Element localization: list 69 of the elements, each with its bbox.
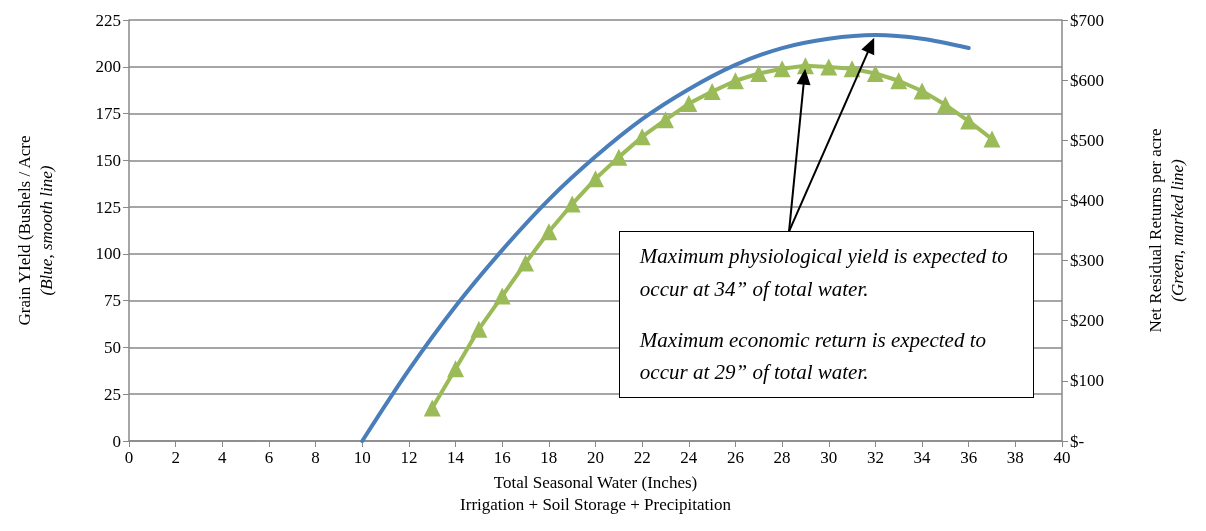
y-tick-label: 75 xyxy=(104,291,121,311)
x-axis-title: Total Seasonal Water (Inches) Irrigation + Soil Storage + Precipitation xyxy=(460,472,732,514)
point xyxy=(447,360,465,378)
x-tick-label: 20 xyxy=(587,448,604,467)
x-tick-label: 32 xyxy=(866,448,884,467)
x-tick-label: 26 xyxy=(726,448,744,467)
x-tick-label: 40 xyxy=(1053,448,1071,467)
point xyxy=(680,95,698,113)
x-tick-label: 22 xyxy=(633,448,651,467)
y2-tick-label: $500 xyxy=(1070,130,1104,150)
point xyxy=(703,83,721,101)
point xyxy=(843,60,861,78)
y-tick-label: 175 xyxy=(95,104,121,124)
x-tick-label: 10 xyxy=(353,448,371,467)
x-tick-label: 8 xyxy=(311,448,320,467)
y2-tick-label: $600 xyxy=(1070,70,1104,90)
point xyxy=(540,223,558,241)
point xyxy=(773,60,791,78)
point xyxy=(750,65,768,83)
point xyxy=(517,254,535,272)
y2-tick-label: $300 xyxy=(1070,251,1104,271)
point xyxy=(633,128,651,146)
x-tick-label: 38 xyxy=(1006,448,1024,467)
y-tick-label: 225 xyxy=(95,10,121,30)
y2-axis-title: Net Residual Returns per acre (Green, marked line) xyxy=(1145,128,1187,333)
y-tick-label: 100 xyxy=(95,244,121,264)
point xyxy=(726,72,744,90)
y2-tick-label: $- xyxy=(1070,431,1085,451)
y2-tick-label: $200 xyxy=(1070,311,1104,331)
y-tick-label: 200 xyxy=(95,57,121,77)
x-tick-label: 4 xyxy=(218,448,228,467)
x-tick-label: 18 xyxy=(540,448,558,467)
x-tick-label: 2 xyxy=(171,448,180,467)
point xyxy=(936,96,954,114)
x-tick-label: 30 xyxy=(820,448,838,467)
y-axis-title: Grain YIeld (Bushels / Acre (Blue, smooth line) xyxy=(14,135,56,326)
point xyxy=(563,195,581,213)
point xyxy=(820,58,838,76)
x-tick-label: 24 xyxy=(680,448,698,467)
point xyxy=(866,65,884,83)
point xyxy=(423,399,441,417)
x-tick-label: 28 xyxy=(773,448,791,467)
x-tick-label: 12 xyxy=(400,448,418,467)
point xyxy=(890,72,908,90)
y-tick-label: 25 xyxy=(104,384,121,404)
annotation: Maximum physiological yield is expected to occur at 34” of total water. xyxy=(639,243,1009,303)
point xyxy=(470,320,488,338)
y2-tick-label: $700 xyxy=(1070,10,1104,30)
point xyxy=(983,130,1001,148)
y-tick-label: 50 xyxy=(104,337,121,357)
point xyxy=(913,82,931,100)
annotation: Maximum economic return is expected to occur at 29” of total water. xyxy=(639,326,987,387)
x-tick-label: 14 xyxy=(447,448,465,467)
x-tick-label: 34 xyxy=(913,448,932,467)
point xyxy=(493,287,511,305)
x-tick-label: 36 xyxy=(960,448,978,467)
y-tick-label: 150 xyxy=(95,150,121,170)
point xyxy=(587,170,604,188)
y2-tick-label: $400 xyxy=(1070,190,1104,210)
y2-tick-label: $100 xyxy=(1070,371,1104,391)
point xyxy=(610,148,628,166)
x-tick-label: 16 xyxy=(493,448,511,467)
point xyxy=(796,57,814,75)
point xyxy=(960,112,978,130)
point xyxy=(656,111,674,129)
x-tick-label: 6 xyxy=(264,448,274,467)
y-tick-label: 125 xyxy=(95,197,121,217)
y-tick-label: 0 xyxy=(112,431,121,451)
x-tick-label: 0 xyxy=(124,448,134,467)
